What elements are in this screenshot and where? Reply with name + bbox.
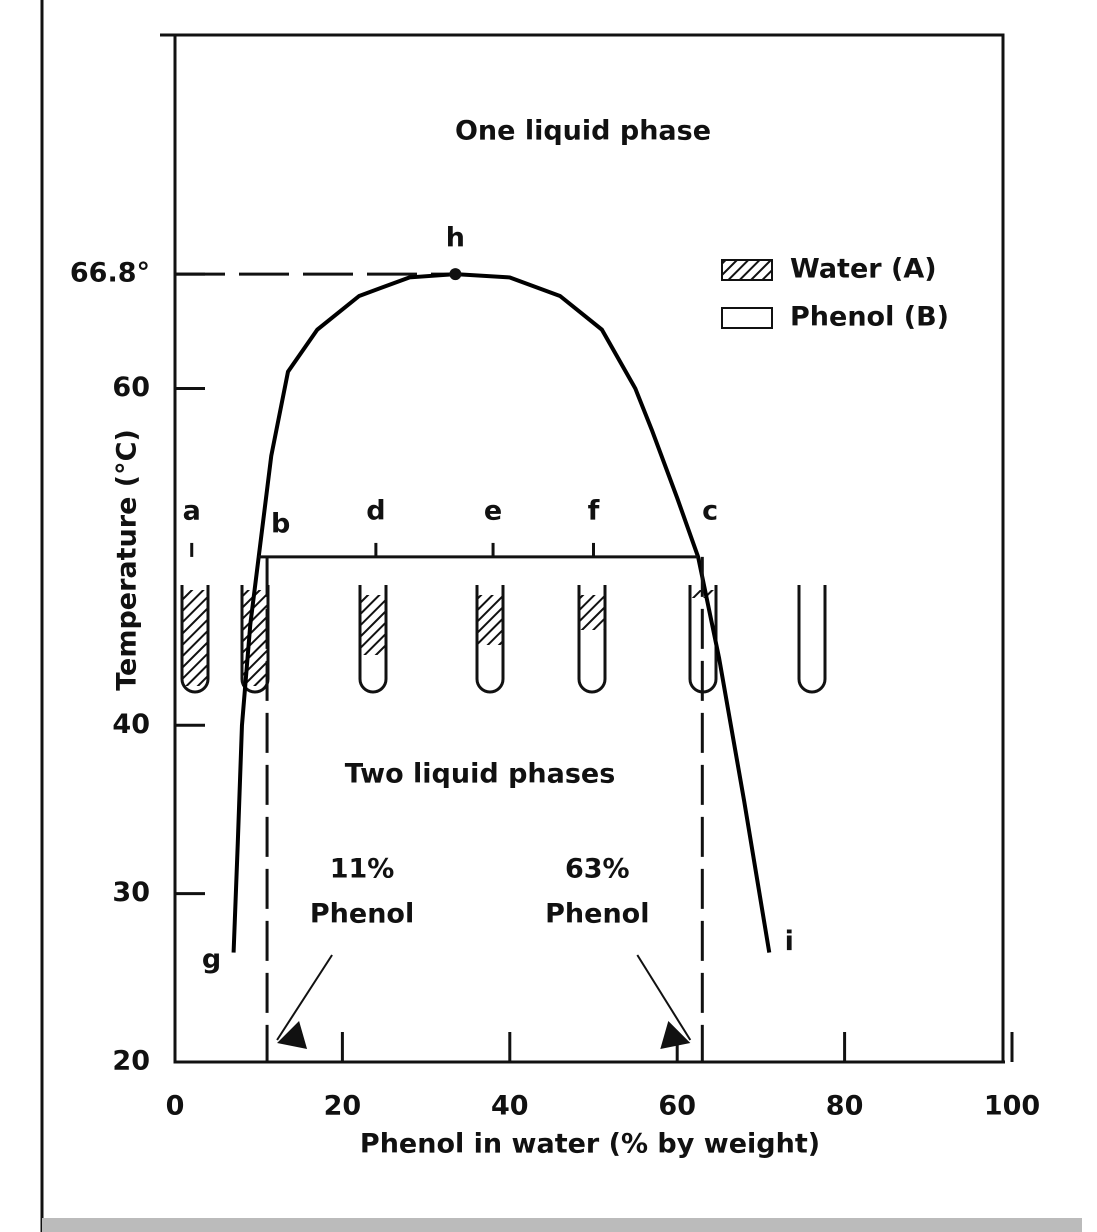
- region-label: Two liquid phases: [345, 759, 616, 790]
- legend-swatch: [721, 259, 773, 281]
- bottom-bar: [42, 1218, 1082, 1232]
- arrow-head: [660, 1021, 691, 1049]
- x-tick-label: 100: [984, 1091, 1040, 1122]
- tube: [797, 585, 827, 694]
- x-tick-label: 60: [658, 1091, 696, 1122]
- y-tick-label: 66.8°: [70, 258, 150, 289]
- tube-label: f: [588, 495, 600, 526]
- tube: [358, 585, 388, 694]
- composition-label: 63%: [565, 854, 630, 885]
- arrow-shaft: [276, 954, 333, 1041]
- arrow-head: [277, 1021, 308, 1049]
- x-tick-label: 20: [324, 1091, 362, 1122]
- y-tick-label: 60: [112, 372, 150, 403]
- point-label: c: [702, 495, 718, 526]
- x-tick-label: 0: [166, 1091, 185, 1122]
- y-tick-label: 20: [112, 1046, 150, 1077]
- x-tick-label: 80: [826, 1091, 864, 1122]
- tube-water: [182, 590, 208, 686]
- tube-label: d: [366, 495, 385, 526]
- tube: [577, 585, 607, 694]
- y-tick-label: 40: [112, 709, 150, 740]
- tube-water: [360, 595, 386, 655]
- x-axis-label: Phenol in water (% by weight): [360, 1129, 820, 1160]
- legend-label: Water (A): [790, 254, 937, 285]
- tube-label: e: [484, 495, 502, 526]
- point-label: h: [446, 223, 465, 254]
- tube: [475, 585, 505, 694]
- tubes: [180, 585, 827, 694]
- composition-label: 11%: [330, 854, 395, 885]
- point-label: i: [785, 926, 794, 957]
- y-axis-label: Temperature (°C): [112, 429, 143, 691]
- critical-point: [449, 268, 462, 281]
- composition-caption: Phenol: [310, 899, 414, 930]
- arrow-shaft: [636, 954, 692, 1041]
- point-label: b: [271, 508, 290, 539]
- tube-label: a: [183, 495, 201, 526]
- point-label: g: [202, 944, 221, 975]
- legend-label: Phenol (B): [790, 302, 949, 333]
- y-tick-label: 30: [112, 877, 150, 908]
- x-tick-label: 40: [491, 1091, 529, 1122]
- tube-water: [477, 595, 503, 645]
- tube: [180, 585, 210, 694]
- legend-swatch: [721, 307, 773, 329]
- composition-caption: Phenol: [545, 899, 649, 930]
- tube-water: [579, 595, 605, 630]
- region-label: One liquid phase: [455, 116, 711, 147]
